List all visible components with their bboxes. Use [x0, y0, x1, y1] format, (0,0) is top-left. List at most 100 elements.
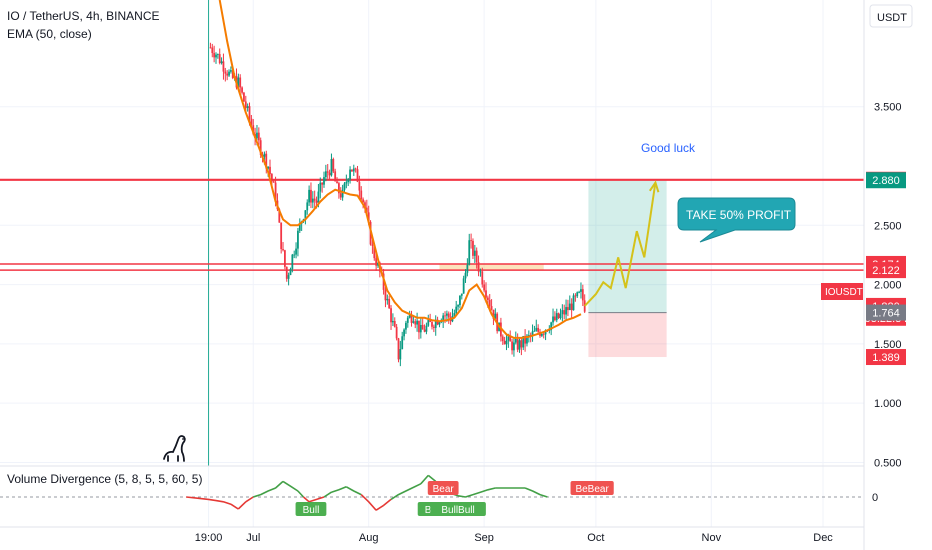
time-tick-label: Aug: [359, 532, 379, 544]
symbol-badge: IOUSDT: [821, 283, 863, 300]
candle-body: [317, 191, 320, 203]
candle-body: [328, 172, 331, 176]
candle-body: [229, 70, 232, 72]
candle-body: [321, 182, 324, 185]
candle-body: [527, 335, 530, 336]
candle-body: [224, 71, 227, 74]
candle-body: [520, 340, 523, 348]
candle-body: [524, 335, 527, 344]
candle-body: [513, 342, 515, 351]
candle-body: [553, 316, 556, 321]
currency-label: USDT: [877, 12, 907, 24]
candle-body: [285, 266, 288, 279]
candle-body: [282, 249, 284, 251]
take-profit-text: TAKE 50% PROFIT: [686, 208, 792, 222]
candle-body: [213, 53, 216, 58]
candle-body: [330, 159, 333, 176]
profit-zone: [588, 180, 667, 313]
candle-body: [518, 340, 521, 350]
currency-button[interactable]: USDT: [869, 4, 913, 28]
signal-label: BullBull: [441, 505, 474, 516]
price-tag-label: 1.764: [872, 308, 900, 320]
candle-body: [388, 298, 391, 309]
time-tick-label: Sep: [474, 532, 494, 544]
candle-body: [542, 333, 545, 335]
candle-body: [559, 314, 562, 319]
candle-body: [580, 289, 582, 292]
candle-body: [319, 182, 322, 192]
candle-body: [280, 222, 283, 250]
candle-body: [526, 335, 528, 344]
price-tag-bg: [866, 349, 906, 366]
candle-body: [371, 244, 374, 246]
candle-body: [492, 309, 495, 319]
signal-label-bg: [427, 481, 459, 495]
price-tag-bg: [866, 262, 906, 279]
candle-body: [578, 291, 581, 293]
long-position-tool[interactable]: [588, 180, 667, 358]
candle-body: [298, 223, 301, 231]
price-axis[interactable]: 3.500 2.500 2.000 1.500 1.000 0.500: [874, 102, 902, 470]
candle-body: [324, 171, 327, 178]
band-rect: [439, 264, 544, 270]
candle-body: [367, 212, 370, 222]
good-luck-annotation[interactable]: Good luck: [641, 141, 696, 155]
time-tick-label: Dec: [813, 532, 833, 544]
candle-body: [341, 189, 344, 198]
time-tick-label: 19:00: [195, 532, 223, 544]
candle-body: [410, 314, 413, 323]
projection-path[interactable]: [583, 182, 657, 307]
take-profit-callout[interactable]: TAKE 50% PROFIT: [677, 197, 796, 243]
symbol-title[interactable]: IO / TetherUS, 4h, BINANCE: [7, 9, 160, 23]
candle-body: [310, 189, 312, 203]
candle-body: [360, 190, 363, 200]
candle-body: [239, 77, 242, 88]
candle-body: [537, 327, 540, 332]
candle-body: [522, 335, 525, 348]
candle-body: [246, 106, 249, 108]
candle-body: [354, 168, 357, 170]
candle-body: [209, 47, 212, 49]
price-tick-label: 2.500: [874, 220, 902, 232]
candle-body: [248, 106, 251, 119]
candle-body: [243, 92, 245, 102]
price-tags: 2.8842.8802.1742.1221.82003:22:341.7641.…: [865, 171, 907, 366]
candle-body: [289, 268, 292, 276]
candle-body: [425, 325, 428, 332]
candle-body: [384, 289, 387, 301]
candle-body: [442, 315, 445, 322]
candle-body: [552, 316, 554, 323]
candle-body: [274, 182, 277, 201]
candle-body: [464, 272, 467, 279]
candle-body: [509, 336, 512, 342]
candle-body: [269, 166, 271, 175]
candle-body: [403, 329, 405, 337]
horizontal-levels[interactable]: [0, 178, 864, 271]
price-tag-label: 2.880: [872, 175, 900, 187]
candle-body: [457, 305, 459, 307]
candle-body: [293, 254, 296, 256]
time-axis[interactable]: 19:00 Jul Aug Sep Oct Nov Dec: [195, 532, 834, 544]
candle-body: [397, 338, 400, 360]
candle-body: [507, 336, 510, 341]
volume-divergence-legend[interactable]: Volume Divergence (5, 8, 5, 5, 60, 5): [7, 472, 203, 486]
candle-body: [347, 179, 350, 183]
candle-body: [323, 177, 325, 185]
candle-body: [479, 271, 482, 273]
candle-body: [358, 181, 361, 191]
candle-body: [304, 210, 307, 220]
price-tick-label: 1.000: [874, 398, 902, 410]
candle-body: [494, 313, 497, 319]
candle-body: [473, 250, 476, 256]
candle-body: [444, 315, 446, 317]
price-tick-label: 2.000: [874, 280, 902, 292]
candle-body: [475, 250, 478, 263]
candle-body: [215, 54, 217, 58]
ema-legend[interactable]: EMA (50, close): [7, 27, 92, 41]
candle-body: [483, 284, 486, 291]
candle-body: [453, 313, 456, 316]
signal-label: BeBear: [575, 484, 609, 495]
candle-body: [218, 54, 221, 64]
candle-body: [393, 320, 396, 327]
